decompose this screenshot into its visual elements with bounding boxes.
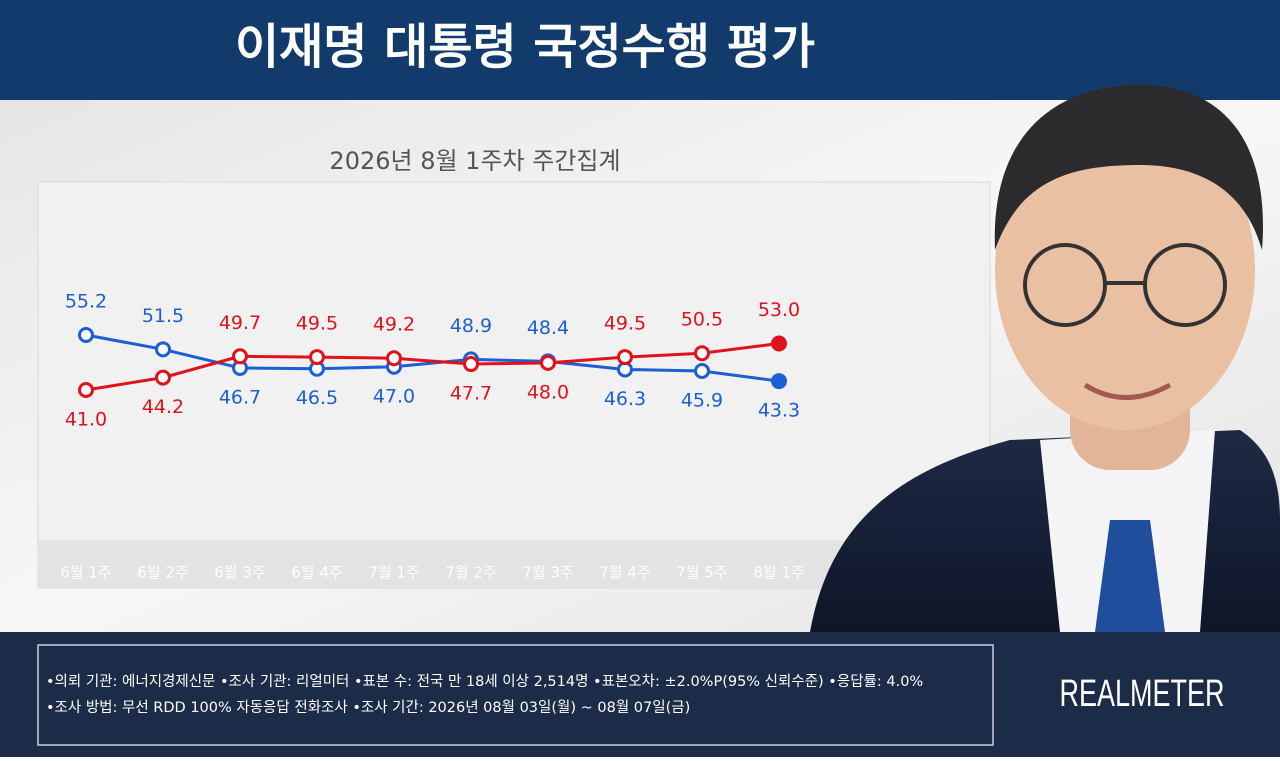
data-label: 49.5 xyxy=(296,313,338,335)
footer-band xyxy=(0,632,1280,757)
point xyxy=(463,356,479,373)
point xyxy=(386,350,402,367)
chart-panel xyxy=(37,181,991,589)
data-label: 41.0 xyxy=(65,409,107,431)
x-tick-label: 7월 1주 xyxy=(368,564,419,582)
point xyxy=(78,382,94,398)
chart-title: 2026년 8월 1주차 주간집계 xyxy=(329,147,620,175)
x-tick-label: 6월 3주 xyxy=(214,564,265,582)
x-tick-label: 7월 3주 xyxy=(522,564,573,582)
x-tick-label: 7월 5주 xyxy=(676,564,727,582)
series-line xyxy=(85,342,780,392)
point xyxy=(540,354,556,371)
point xyxy=(694,345,710,362)
data-label: 51.5 xyxy=(142,305,184,327)
data-label: 44.2 xyxy=(142,396,184,418)
x-tick-label: 8월 1주 xyxy=(753,564,804,582)
plot: 6월 1주 6월 2주 6월 3주 6월 4주 7월 1주 7월 2주 7월 3주 7월 4주… xyxy=(60,291,804,582)
point xyxy=(617,349,633,366)
data-label: 55.2 xyxy=(65,291,107,313)
data-label: 48.9 xyxy=(450,315,492,337)
data-label: 49.2 xyxy=(373,314,415,336)
data-label: 46.3 xyxy=(604,388,646,410)
data-label: 50.5 xyxy=(681,309,723,331)
data-label: 46.7 xyxy=(219,386,261,408)
x-tick-label: 7월 4주 xyxy=(599,564,650,582)
title: 이재명 대통령 국정수행 평가 xyxy=(235,19,815,75)
point xyxy=(155,341,171,358)
photo xyxy=(810,85,1280,632)
data-label: 53.0 xyxy=(758,299,800,321)
data-label: 49.7 xyxy=(219,312,261,334)
x-tick-label: 7월 2주 xyxy=(445,564,496,582)
header-band xyxy=(0,0,1280,100)
data-label: 45.9 xyxy=(681,390,723,412)
brand: REALMETER xyxy=(1060,673,1225,715)
data-label: 43.3 xyxy=(758,400,800,422)
point xyxy=(232,348,248,365)
footer-line: •의뢰 기관: 에너지경제신문 •조사 기관: 리얼미터 •표본 수: 전국 만… xyxy=(46,673,923,690)
footer-line: •조사 방법: 무선 RDD 100% 자동응답 전화조사 •조사 기간: 20… xyxy=(46,699,690,716)
data-label: 48.0 xyxy=(527,381,569,403)
point xyxy=(78,327,94,343)
x-tick-label: 6월 2주 xyxy=(137,564,188,582)
footer-box xyxy=(37,644,994,746)
x-tick-label: 6월 1주 xyxy=(60,564,111,582)
point xyxy=(771,335,787,352)
point xyxy=(155,369,171,386)
data-label: 47.7 xyxy=(450,383,492,405)
point xyxy=(694,363,710,380)
point xyxy=(771,373,787,390)
point xyxy=(309,349,325,366)
data-label: 49.5 xyxy=(604,313,646,335)
data-label: 47.0 xyxy=(373,385,415,407)
x-tick-label: 6월 4주 xyxy=(291,564,342,582)
data-label: 46.5 xyxy=(296,387,338,409)
series-line xyxy=(85,333,780,383)
data-label: 48.4 xyxy=(527,317,569,339)
